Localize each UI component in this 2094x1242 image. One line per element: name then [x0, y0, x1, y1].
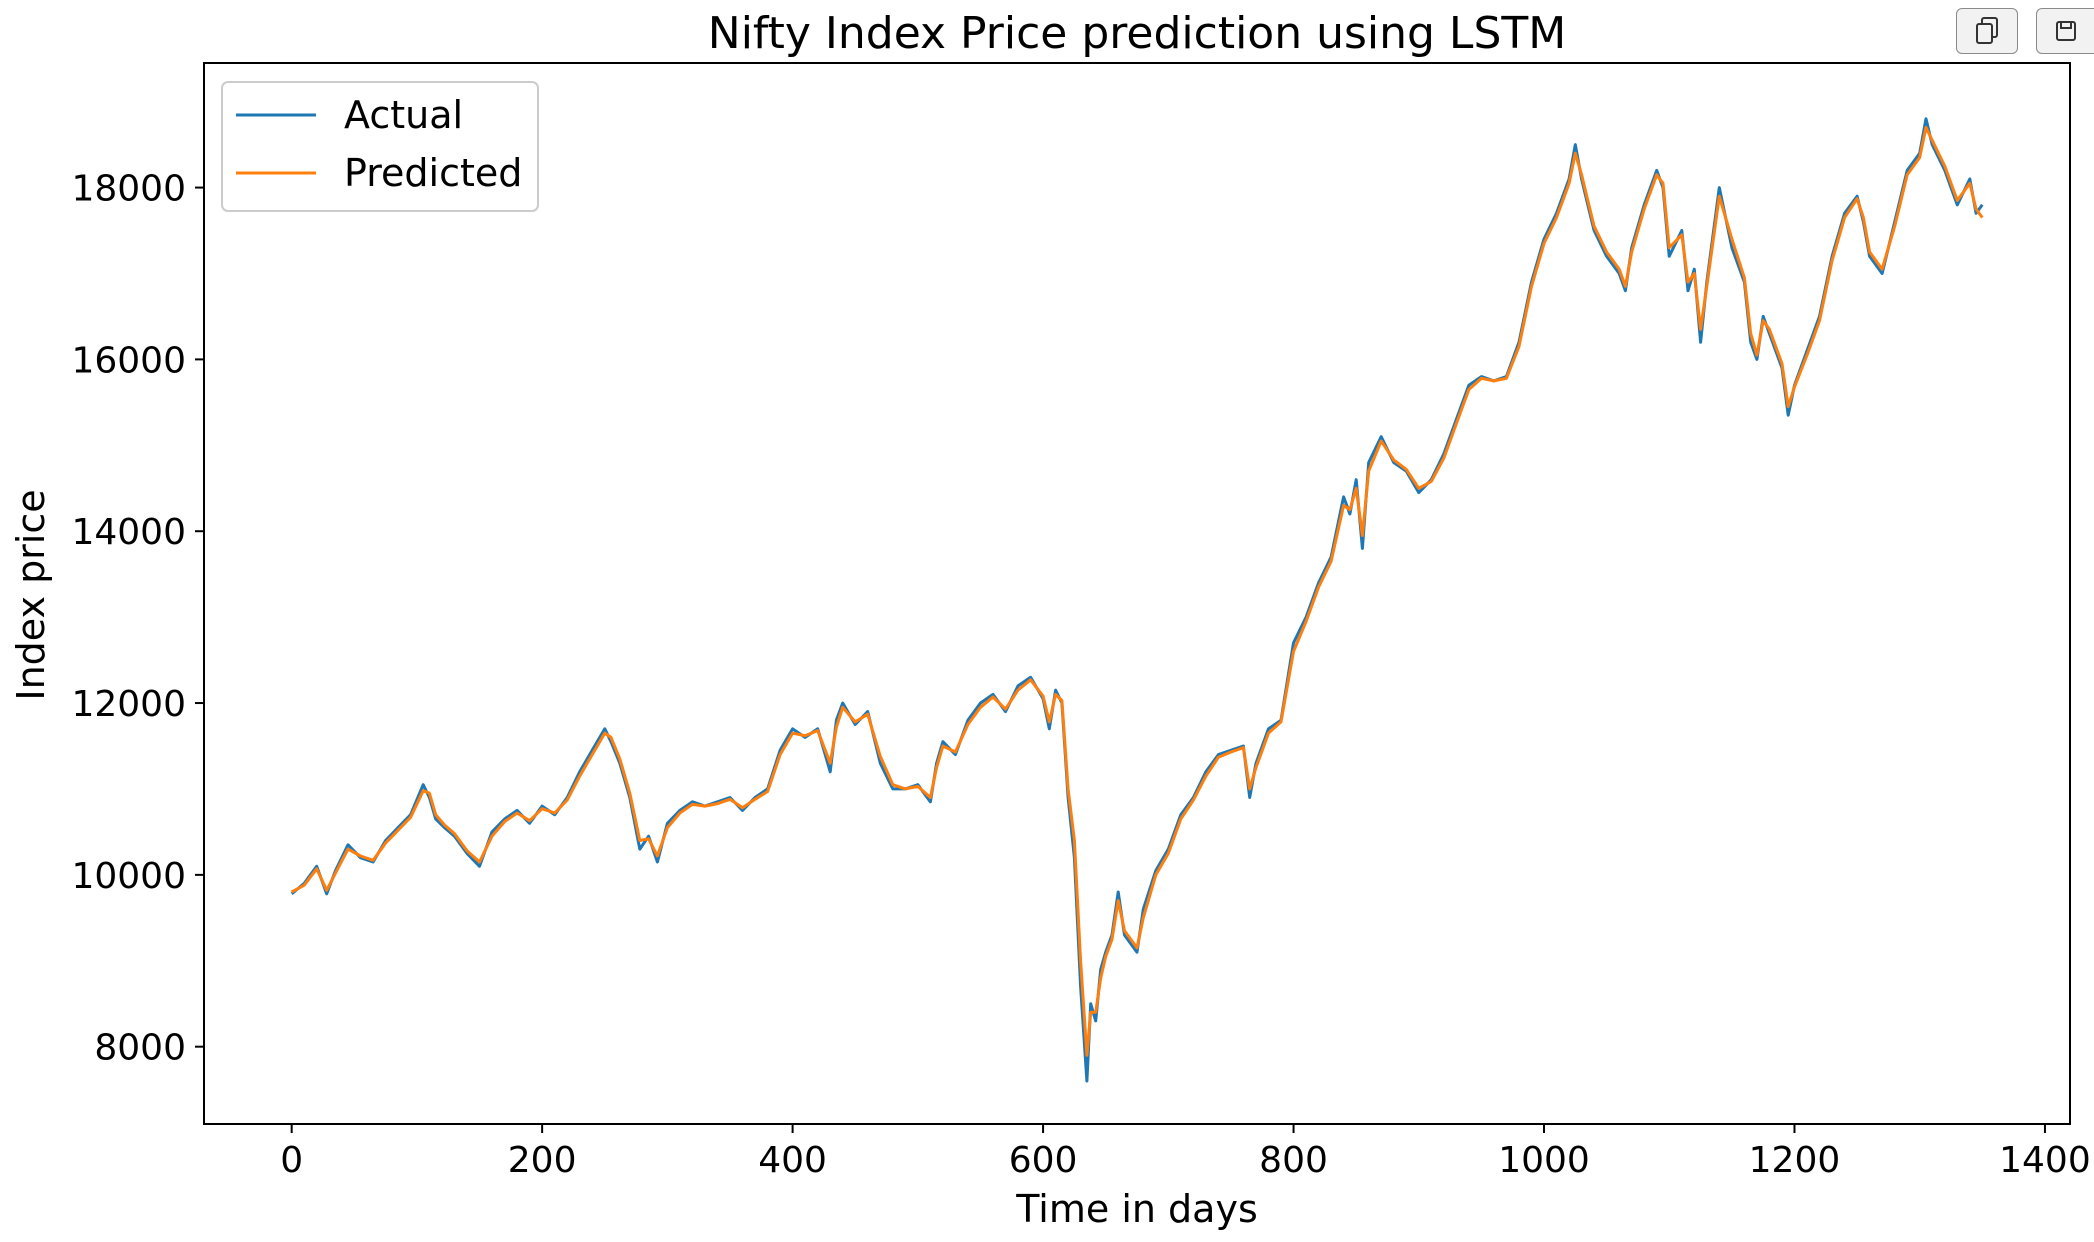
legend-predicted-label: Predicted: [344, 151, 522, 195]
legend: Actual Predicted: [221, 81, 539, 212]
x-tick-label: 400: [758, 1140, 827, 1181]
legend-actual-label: Actual: [344, 93, 463, 137]
x-tick-label: 200: [508, 1140, 577, 1181]
save-icon: [2054, 19, 2078, 43]
y-tick-label: 10000: [71, 856, 186, 897]
copy-icon: [1974, 16, 2000, 46]
series-line-predicted: [290, 125, 1984, 1057]
x-tick-label: 1000: [1498, 1140, 1590, 1181]
plot-frame: [203, 62, 2071, 1125]
x-tick-label: 1400: [1999, 1140, 2091, 1181]
y-tick-label: 18000: [71, 169, 186, 210]
chart-title: Nifty Index Price prediction using LSTM: [708, 8, 1566, 59]
series-layer: [290, 117, 1984, 1083]
y-tick-label: 16000: [71, 340, 186, 381]
x-axis: 0 200 400 600 800 1000 1200 1400: [280, 1124, 2091, 1181]
y-tick-label: 14000: [71, 512, 186, 553]
x-tick-label: 600: [1009, 1140, 1078, 1181]
copy-button[interactable]: [1956, 8, 2018, 54]
y-axis: 8000 10000 12000 14000 16000 18000: [71, 169, 204, 1069]
save-button[interactable]: [2036, 8, 2094, 54]
plot-area: [203, 62, 2071, 1125]
y-axis-label: Index price: [9, 489, 53, 700]
y-tick-label: 12000: [71, 684, 186, 725]
x-tick-label: 800: [1259, 1140, 1328, 1181]
x-tick-label: 1200: [1749, 1140, 1841, 1181]
y-tick-label: 8000: [94, 1028, 186, 1069]
x-tick-label: 0: [280, 1140, 303, 1181]
x-axis-label: Time in days: [1015, 1187, 1258, 1231]
